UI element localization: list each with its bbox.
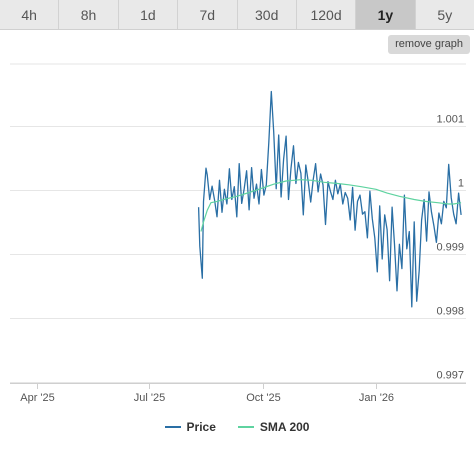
y-tick-label: 0.999 (436, 242, 464, 254)
y-tick-label: 1.001 (436, 114, 464, 126)
tab-1y[interactable]: 1y (356, 0, 416, 29)
tab-30d[interactable]: 30d (238, 0, 297, 29)
x-tick-label: Jul '25 (134, 392, 165, 404)
sma-200-line (200, 179, 462, 232)
x-tick-label: Jan '26 (359, 392, 394, 404)
tab-4h[interactable]: 4h (0, 0, 60, 29)
tab-120d[interactable]: 120d (297, 0, 357, 29)
price-line (197, 90, 462, 308)
timeframe-tabs: 4h 8h 1d 7d 30d 120d 1y 5y (0, 0, 474, 30)
x-tick-label: Oct '25 (246, 392, 281, 404)
y-tick-label: 0.998 (436, 306, 464, 318)
tab-7d[interactable]: 7d (178, 0, 238, 29)
y-tick-label: 1 (458, 178, 464, 190)
legend-swatch-sma (237, 426, 254, 428)
legend-label-price: Price (186, 420, 216, 434)
y-tick-label: 0.997 (436, 370, 464, 382)
x-tick-label: Apr '25 (20, 392, 55, 404)
legend-item-price[interactable]: Price (164, 420, 216, 434)
tab-1d[interactable]: 1d (119, 0, 179, 29)
legend-label-sma: SMA 200 (259, 420, 310, 434)
chart-legend: Price SMA 200 (0, 420, 474, 434)
tab-8h[interactable]: 8h (59, 0, 119, 29)
tab-5y[interactable]: 5y (437, 6, 453, 23)
remove-graph-button[interactable]: remove graph (388, 35, 470, 54)
legend-item-sma[interactable]: SMA 200 (237, 420, 310, 434)
legend-swatch-price (164, 426, 181, 428)
